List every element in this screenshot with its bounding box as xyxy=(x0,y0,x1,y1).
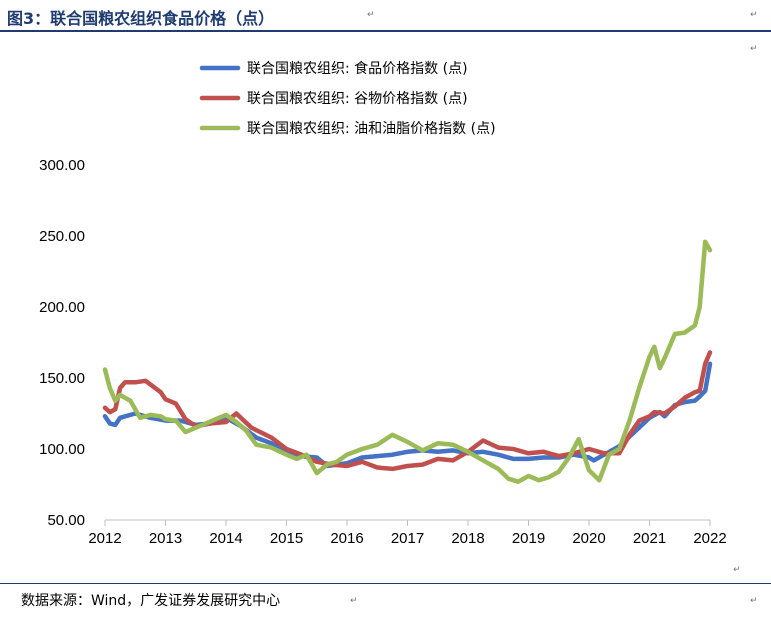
y-axis: 50.00 100.00 150.00 200.00 250.00 300.00 xyxy=(39,157,85,529)
data-source: 数据来源：Wind，广发证券发展研究中心 xyxy=(21,593,281,609)
x-tick-label: 2020 xyxy=(572,530,605,547)
x-tick-label: 2012 xyxy=(88,530,121,547)
return-mark: ↵ xyxy=(367,10,375,20)
figure-header: 图3：联合国粮农组织食品价格（点） ↵ ↵ xyxy=(0,0,771,34)
x-axis: 2012 2013 2014 2015 2016 2017 2018 2019 2020 2021… xyxy=(88,519,727,547)
x-tick-label: 2014 xyxy=(209,530,242,547)
plot-area xyxy=(102,239,713,484)
y-tick-label: 200.00 xyxy=(39,299,85,316)
x-tick-label: 2022 xyxy=(693,530,726,547)
series-line-2 xyxy=(102,350,713,472)
x-tick-label: 2018 xyxy=(451,530,484,547)
y-tick-label: 250.00 xyxy=(39,228,85,245)
legend-label-2: 联合国粮农组织: 谷物价格指数 (点) xyxy=(247,91,468,107)
legend-label-1: 联合国粮农组织: 食品价格指数 (点) xyxy=(247,60,468,77)
return-mark: ↵ xyxy=(750,596,758,606)
x-tick-label: 2021 xyxy=(633,530,666,547)
return-mark: ↵ xyxy=(350,596,358,606)
x-tick-label: 2013 xyxy=(149,530,182,547)
footer-rule xyxy=(0,583,771,584)
series-line-3 xyxy=(102,239,713,484)
title-rule xyxy=(0,30,771,32)
x-tick-label: 2015 xyxy=(270,530,303,547)
x-tick-label: 2017 xyxy=(391,530,424,547)
y-tick-label: 100.00 xyxy=(39,441,85,458)
y-tick-label: 300.00 xyxy=(39,157,85,174)
legend-label-3: 联合国粮农组织: 油和油脂价格指数 (点) xyxy=(247,121,496,137)
chart-legend: 联合国粮农组织: 食品价格指数 (点) 联合国粮农组织: 谷物价格指数 (点) 联合… xyxy=(199,60,496,137)
line-chart: 联合国粮农组织: 食品价格指数 (点) 联合国粮农组织: 谷物价格指数 (点) 联合… xyxy=(39,60,727,547)
return-mark: ↵ xyxy=(750,44,758,54)
figure-title: 图3：联合国粮农组织食品价格（点） xyxy=(7,9,275,28)
return-mark: ↵ xyxy=(733,565,741,575)
x-tick-label: 2016 xyxy=(330,530,363,547)
x-tick-label: 2019 xyxy=(512,530,545,547)
y-tick-label: 50.00 xyxy=(47,512,85,529)
return-mark: ↵ xyxy=(750,10,758,20)
y-tick-label: 150.00 xyxy=(39,370,85,387)
